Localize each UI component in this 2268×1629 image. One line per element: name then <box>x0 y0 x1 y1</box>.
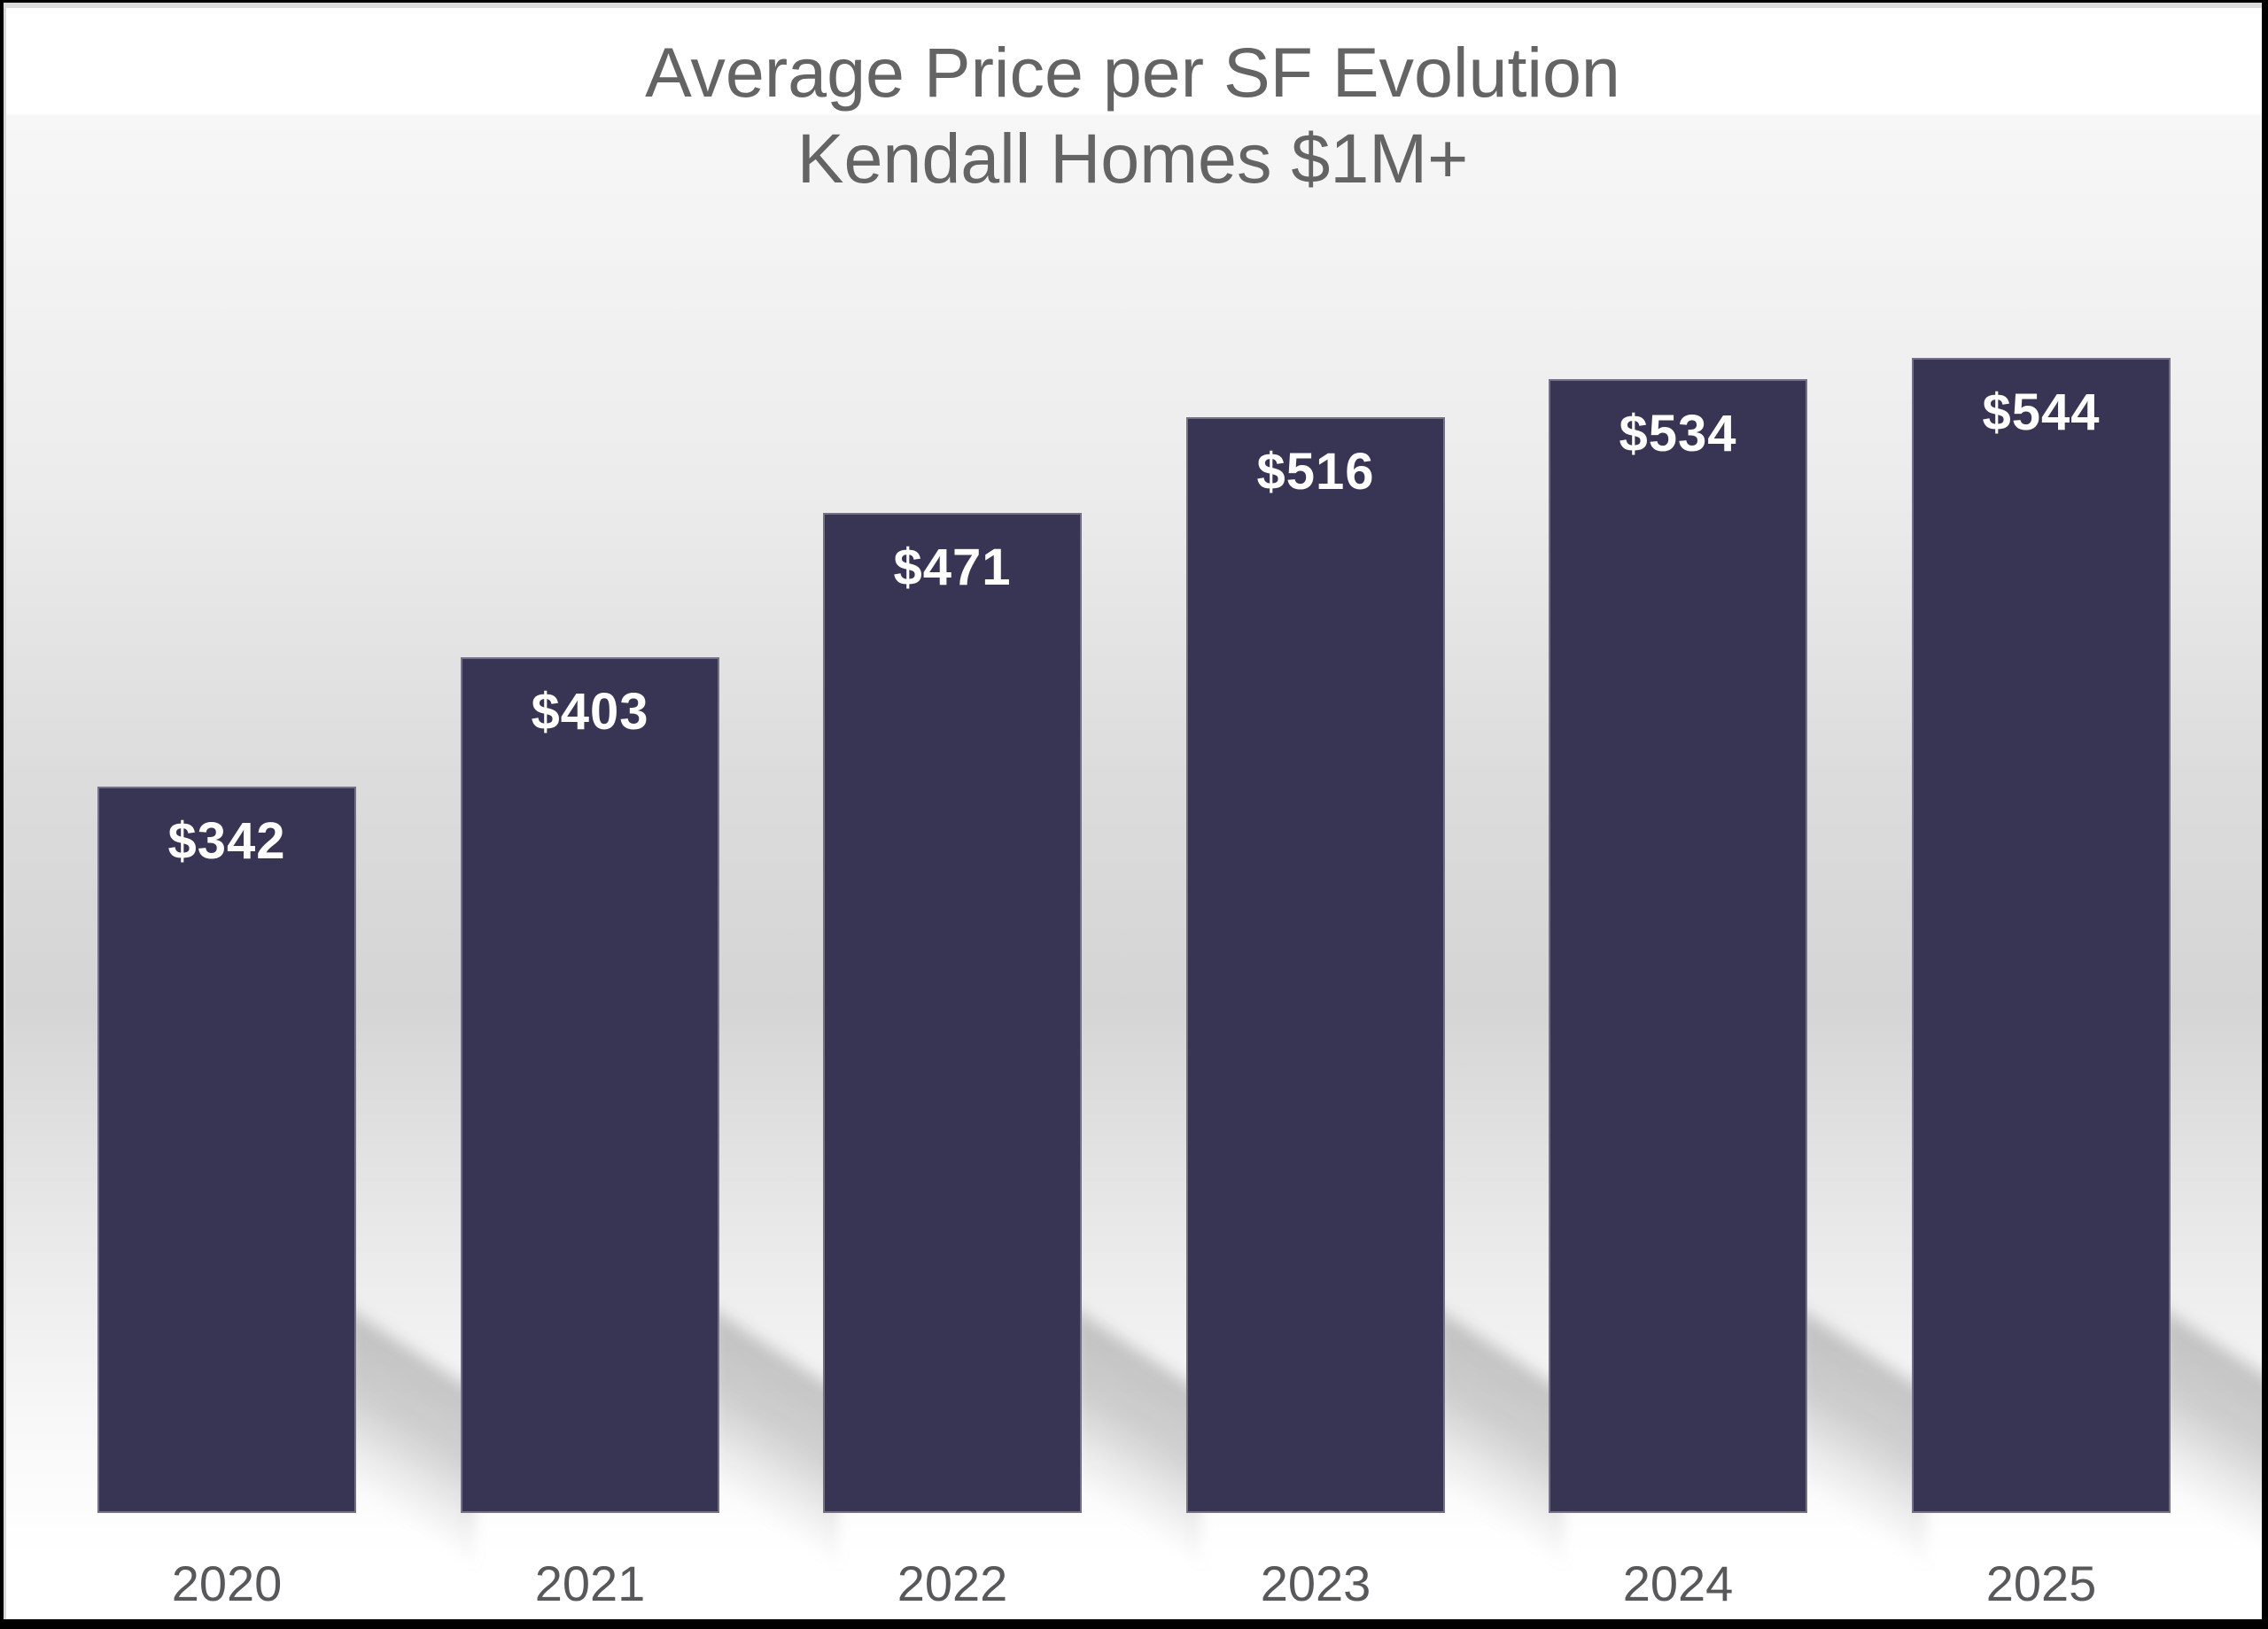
x-axis-label: 2025 <box>1985 1555 2097 1611</box>
chart-title-line2: Kendall Homes $1M+ <box>796 119 1469 198</box>
chart-canvas: Average Price per SF Evolution Kendall H… <box>4 3 2262 1619</box>
x-axis-label: 2020 <box>171 1555 283 1611</box>
bar-shadow <box>1800 1298 1926 1571</box>
x-axis-label: 2022 <box>897 1555 1008 1611</box>
bar-value-label: $516 <box>1256 443 1375 500</box>
bar: $471 <box>823 513 1082 1513</box>
x-axis-label: 2023 <box>1260 1555 1371 1611</box>
bar-shadow <box>712 1298 838 1571</box>
bar-value-label: $534 <box>1619 405 1737 462</box>
bar-value-label: $342 <box>167 812 286 870</box>
bar: $342 <box>97 787 356 1513</box>
chart-title: Average Price per SF Evolution Kendall H… <box>4 29 2262 201</box>
bar-shadow <box>349 1298 475 1571</box>
x-axis-label: 2021 <box>534 1555 646 1611</box>
bar-shadow <box>1075 1298 1200 1571</box>
bar: $544 <box>1912 358 2171 1513</box>
bar-value-label: $403 <box>531 683 649 741</box>
bar-shadow <box>1438 1298 1564 1571</box>
bar-value-label: $471 <box>893 539 1012 596</box>
bar-shadow <box>2163 1298 2262 1571</box>
bar: $534 <box>1549 379 1807 1513</box>
bar-value-label: $544 <box>1982 384 2101 441</box>
bar: $403 <box>461 657 719 1513</box>
bar: $516 <box>1186 417 1445 1513</box>
chart-title-line1: Average Price per SF Evolution <box>645 33 1620 112</box>
x-axis-label: 2024 <box>1622 1555 1734 1611</box>
